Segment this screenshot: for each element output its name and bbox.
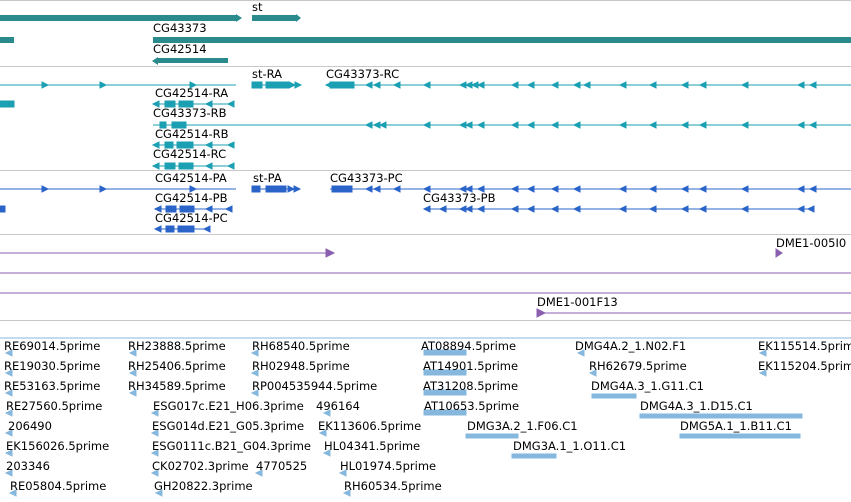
est-label[interactable]: ESG0111c.B21_G04.3prime [152,439,312,453]
est-label[interactable]: DMG5A.1_1.B11.C1 [680,419,792,433]
est-label[interactable]: EK115204.5prime [758,359,851,373]
transcript-label[interactable]: st-RA [252,67,283,81]
track-separator [0,234,851,235]
protein-graphics [0,185,851,233]
est-label[interactable]: 203346 [6,459,50,473]
est-label[interactable]: EK115514.5prime [758,339,851,353]
gene-label[interactable]: st [252,0,263,14]
est-label[interactable]: RE05804.5prime [10,479,107,493]
est-label[interactable]: RH60534.5prime [344,479,442,493]
est-label[interactable]: AT10653.5prime [424,399,520,413]
transcript-label[interactable]: CG42514-RC [153,147,227,161]
est-label[interactable]: DMG3A.2_1.F06.C1 [467,419,578,433]
est-graphics [0,337,851,497]
protein-label[interactable]: CG42514-PC [155,211,228,225]
est-label[interactable]: 206490 [8,419,52,433]
est-label[interactable]: RH34589.5prime [128,379,226,393]
est-label[interactable]: 496164 [316,399,360,413]
protein-label[interactable]: CG42514-PB [155,191,228,205]
est-label[interactable]: AT14901.5prime [423,359,519,373]
gene-bar-CG42514[interactable] [157,58,228,63]
clone-graphics [0,248,851,318]
est-label[interactable]: RH68540.5prime [252,339,350,353]
est-label[interactable]: RP004535944.5prime [252,379,378,393]
est-label[interactable]: RH02948.5prime [252,359,350,373]
est-label[interactable]: GH20822.3prime [154,479,253,493]
est-label[interactable]: RH25406.5prime [128,359,226,373]
rna-transcript-graphics [0,81,851,170]
gene-label[interactable]: CG42514 [153,42,207,56]
gene-bar-st[interactable] [252,15,296,21]
est-label[interactable]: CK02702.3prime [152,459,249,473]
transcript-label[interactable]: CG42514-RB [155,127,229,141]
est-label[interactable]: ESG014d.E21_G05.3prime [152,419,305,433]
protein-label[interactable]: CG43373-PC [330,171,403,185]
transcript-label[interactable]: CG43373-RC [326,67,400,81]
est-label[interactable]: RE19030.5prime [4,359,101,373]
est-label[interactable]: RH62679.5prime [589,359,687,373]
est-label[interactable]: HL04341.5prime [324,439,421,453]
est-label[interactable]: DMG3A.1_1.O11.C1 [513,439,627,453]
est-label[interactable]: DMG4A.3_1.G11.C1 [591,379,704,393]
est-label[interactable]: AT31208.5prime [423,379,519,393]
est-label[interactable]: ESG017c.E21_H06.3prime [153,399,304,413]
track-separator [0,66,851,67]
est-label[interactable]: RE27560.5prime [6,399,103,413]
gene-bar-CG43373[interactable] [153,37,851,43]
est-label[interactable]: RH23888.5prime [128,339,226,353]
est-label[interactable]: EK156026.5prime [6,439,110,453]
gene-bar[interactable] [0,15,236,21]
est-label[interactable]: EK113606.5prime [318,419,422,433]
protein-label[interactable]: st-PA [253,171,282,185]
protein-label[interactable]: CG43373-PB [423,191,496,205]
transcript-label[interactable]: CG42514-RA [155,86,229,100]
gene-label[interactable]: CG43373 [153,21,207,35]
clone-label[interactable]: DME1-001F13 [537,295,618,309]
track-separator [0,320,851,321]
track-separator [0,170,851,171]
est-label[interactable]: 4770525 [256,459,308,473]
protein-label[interactable]: CG42514-PA [155,171,227,185]
gene-bar[interactable] [0,37,14,43]
est-label[interactable]: RE69014.5prime [4,339,101,353]
top-border [0,0,851,1]
clone-label[interactable]: DME1-005I0 [776,236,847,250]
est-label[interactable]: DMG4A.3_1.D15.C1 [640,399,753,413]
est-label[interactable]: AT08894.5prime [421,339,517,353]
est-label[interactable]: HL01974.5prime [340,459,437,473]
est-label[interactable]: DMG4A.2_1.N02.F1 [575,339,687,353]
transcript-label[interactable]: CG43373-RB [153,106,227,120]
est-label[interactable]: RE53163.5prime [4,379,101,393]
